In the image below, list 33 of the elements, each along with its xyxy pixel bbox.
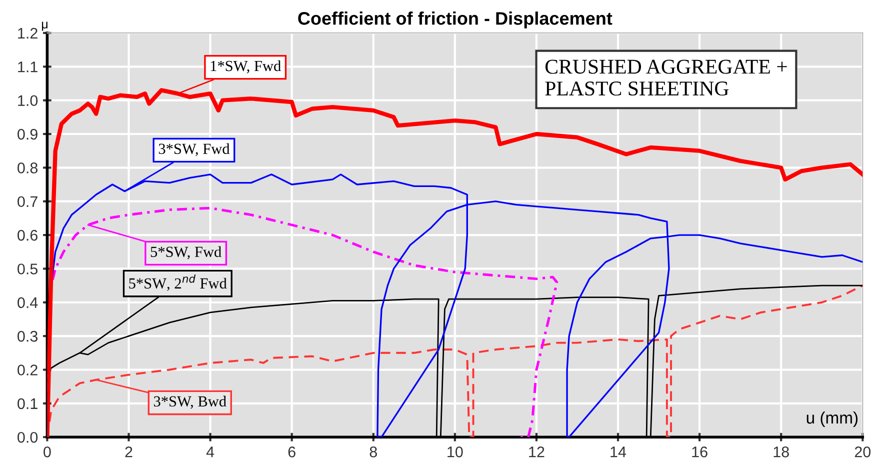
x-axis-title: u (mm)	[806, 411, 858, 427]
x-tick-label: 4	[206, 446, 214, 458]
y-tick-label: 0.4	[18, 297, 38, 308]
y-tick-label: 0.1	[18, 398, 38, 410]
series-label: 1*SW, Fwd	[210, 60, 281, 74]
y-tick-label: 0.0	[18, 432, 38, 443]
y-tick-label: 0.3	[18, 330, 38, 342]
y-tick-label: 0.9	[18, 128, 38, 140]
x-tick-label: 20	[854, 446, 871, 458]
x-tick-label: 12	[529, 446, 544, 458]
x-tick-label: 0	[44, 446, 51, 458]
text: 5*SW, Fwd	[150, 246, 222, 260]
y-tick-label: 0.7	[18, 196, 38, 208]
chart-title: Coefficient of friction - Displacement	[298, 12, 612, 28]
x-tick-label: 18	[774, 446, 789, 458]
x-tick-label: 2	[125, 446, 132, 458]
x-tick-label: 10	[448, 446, 463, 458]
y-tick-label: 1.1	[18, 62, 38, 72]
annotation: CRUSHED AGGREGATE + PLASTC SHEETING	[545, 60, 787, 96]
x-tick-label: 16	[692, 446, 708, 458]
x-tick-label: 14	[610, 446, 626, 458]
y-tick-label: 0.2	[18, 364, 38, 376]
y-tick-label: 0.8	[18, 162, 38, 174]
x-tick-label: 6	[288, 446, 296, 458]
y-tick-label: 0.6	[18, 230, 38, 241]
y-tick-label: 1.0	[18, 95, 38, 106]
y-tick-label: 0.5	[18, 264, 38, 274]
series-label: 5*SW, 2$^{nd}$ Fwd	[129, 274, 227, 291]
y-axis-title: μ	[42, 22, 48, 31]
series-label: 3*SW, Fwd	[158, 143, 230, 156]
y-tick-label: 1.2	[18, 28, 38, 39]
x-tick-label: 8	[370, 446, 377, 458]
series-label: 3*SW, Bwd	[154, 396, 226, 409]
